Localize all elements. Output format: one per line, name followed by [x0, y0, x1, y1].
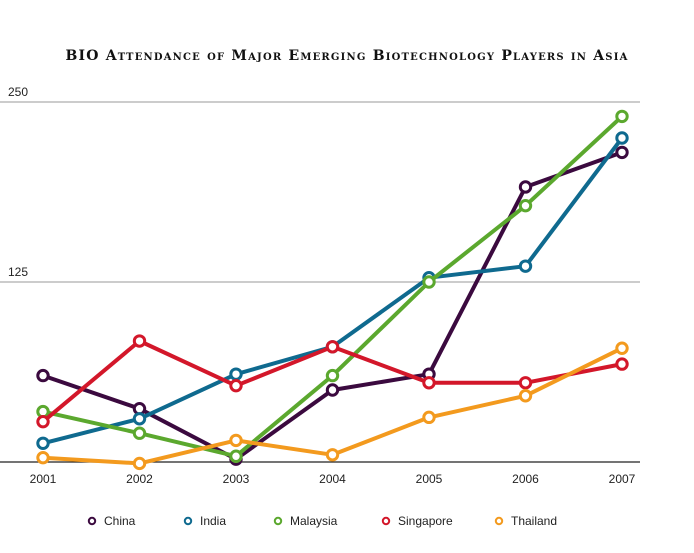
data-point-thailand — [422, 410, 436, 425]
legend-label-thailand: Thailand — [511, 514, 557, 528]
legend-marker-malaysia — [273, 516, 283, 526]
data-point-singapore — [422, 376, 436, 390]
data-point-malaysia — [325, 368, 340, 383]
data-point-china — [325, 383, 340, 397]
y-tick-label: 250 — [8, 85, 28, 99]
legend-label-malaysia: Malaysia — [290, 514, 338, 528]
data-point-china — [518, 180, 533, 194]
legend-label-india: India — [200, 514, 226, 528]
data-point-india — [132, 412, 147, 426]
chart-title: BIO Attendance of Major Emerging Biotech… — [65, 48, 629, 64]
data-point-singapore — [518, 376, 533, 390]
data-point-thailand — [229, 433, 243, 448]
x-tick-label: 2003 — [223, 472, 250, 486]
legend-marker-thailand — [494, 516, 504, 526]
legend: China India Malaysia Singapore Thailand — [87, 514, 557, 528]
data-point-india — [36, 436, 50, 450]
data-point-thailand — [518, 389, 533, 403]
data-point-singapore — [615, 357, 629, 371]
data-point-china — [615, 145, 629, 160]
data-point-malaysia — [422, 275, 436, 289]
x-tick-label: 2001 — [30, 472, 57, 486]
data-point-india — [229, 367, 243, 381]
data-point-china — [36, 368, 50, 383]
series-layer — [36, 109, 629, 471]
data-point-india — [518, 259, 533, 273]
x-tick-label: 2005 — [416, 472, 443, 486]
x-tick-label: 2002 — [126, 472, 153, 486]
data-point-singapore — [325, 340, 340, 354]
data-point-malaysia — [229, 449, 243, 463]
legend-marker-singapore — [381, 516, 391, 526]
legend-marker-india — [183, 516, 193, 526]
x-tick-label: 2004 — [319, 472, 346, 486]
data-point-thailand — [132, 456, 147, 471]
data-point-malaysia — [615, 109, 629, 124]
legend-label-china: China — [104, 514, 136, 528]
data-point-thailand — [36, 450, 50, 465]
data-point-malaysia — [518, 198, 533, 213]
data-point-india — [615, 131, 629, 145]
legend-marker-china — [87, 516, 97, 526]
y-tick-label: 125 — [8, 265, 28, 279]
data-point-singapore — [132, 334, 147, 348]
grid-layer — [0, 101, 640, 283]
data-point-singapore — [36, 414, 50, 429]
data-point-thailand — [615, 341, 629, 355]
x-tick-label: 2006 — [512, 472, 539, 486]
axis-layer: 125 250 2001 2002 2003 2004 2005 2006 2007 — [0, 85, 640, 486]
x-tick-label: 2007 — [609, 472, 636, 486]
data-point-thailand — [325, 448, 340, 462]
data-point-malaysia — [132, 426, 147, 440]
data-point-singapore — [229, 378, 243, 393]
legend-label-singapore: Singapore — [398, 514, 453, 528]
